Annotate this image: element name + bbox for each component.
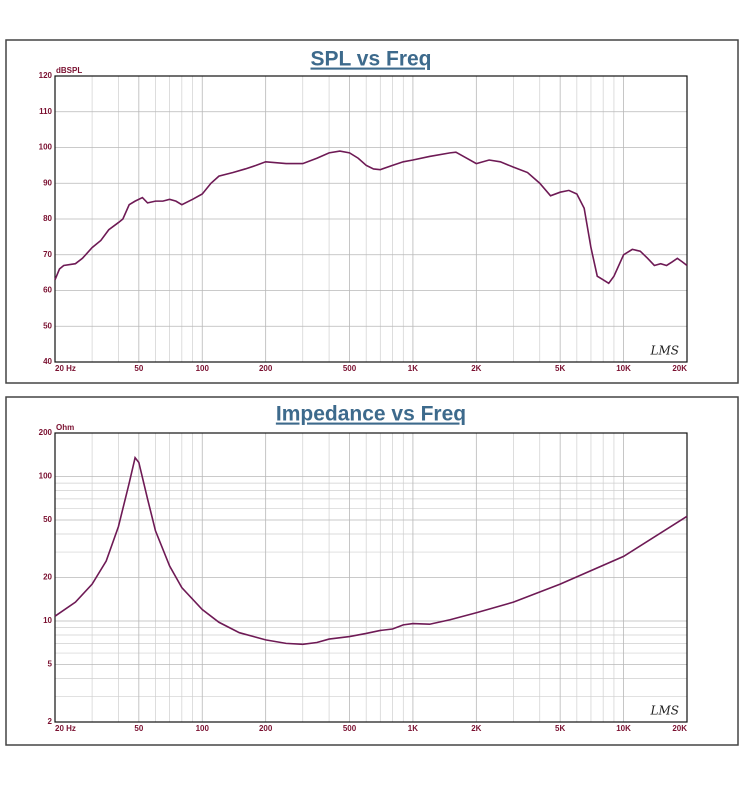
- y-tick-label: 50: [43, 515, 52, 524]
- x-tick-label: 2K: [471, 724, 481, 733]
- x-tick-label: 5K: [555, 364, 565, 373]
- x-tick-label: 5K: [555, 724, 565, 733]
- x-tick-label: 200: [259, 364, 273, 373]
- y-tick-label: 5: [48, 660, 53, 669]
- chart-title: SPL vs Freq: [311, 48, 432, 71]
- y-tick-label: 90: [43, 178, 52, 187]
- watermark: LMS: [650, 704, 679, 718]
- plot-frame: [54, 432, 688, 723]
- y-tick-label: 50: [43, 321, 52, 330]
- data-line: [54, 150, 688, 285]
- x-tick-label: 10K: [616, 364, 631, 373]
- y-tick-label: 10: [43, 616, 52, 625]
- y-tick-label: 100: [39, 143, 53, 152]
- y-tick-label: 2: [48, 717, 53, 726]
- panel-frame: [5, 39, 739, 384]
- data-line: [54, 455, 688, 646]
- x-tick-label: 20K: [672, 364, 687, 373]
- y-tick-label: 200: [39, 428, 53, 437]
- watermark: LMS: [650, 344, 679, 358]
- x-tick-label: 2K: [471, 364, 481, 373]
- x-tick-label: 100: [196, 724, 210, 733]
- y-tick-label: 110: [39, 107, 52, 116]
- y-axis-label: dBSPL: [56, 66, 82, 75]
- x-tick-label: 50: [134, 724, 143, 733]
- x-tick-label: 100: [196, 364, 210, 373]
- y-tick-label: 70: [43, 250, 52, 259]
- x-tick-label: 200: [259, 724, 273, 733]
- x-tick-label: 20 Hz: [55, 724, 76, 733]
- x-tick-label: 1K: [408, 364, 418, 373]
- y-tick-label: 120: [39, 71, 53, 80]
- y-tick-label: 20: [43, 573, 52, 582]
- x-tick-label: 500: [343, 724, 357, 733]
- y-tick-label: 40: [43, 357, 52, 366]
- panel-frame: [5, 396, 739, 746]
- y-tick-label: 60: [43, 286, 52, 295]
- x-tick-label: 1K: [408, 724, 418, 733]
- y-tick-label: 100: [39, 472, 53, 481]
- x-tick-label: 50: [134, 364, 143, 373]
- y-axis-label: Ohm: [56, 423, 74, 432]
- plot-frame: [54, 75, 688, 363]
- x-tick-label: 20 Hz: [55, 364, 76, 373]
- x-tick-label: 10K: [616, 724, 631, 733]
- y-tick-label: 80: [43, 214, 52, 223]
- x-tick-label: 500: [343, 364, 357, 373]
- chart-title: Impedance vs Freq: [276, 403, 466, 426]
- x-tick-label: 20K: [672, 724, 687, 733]
